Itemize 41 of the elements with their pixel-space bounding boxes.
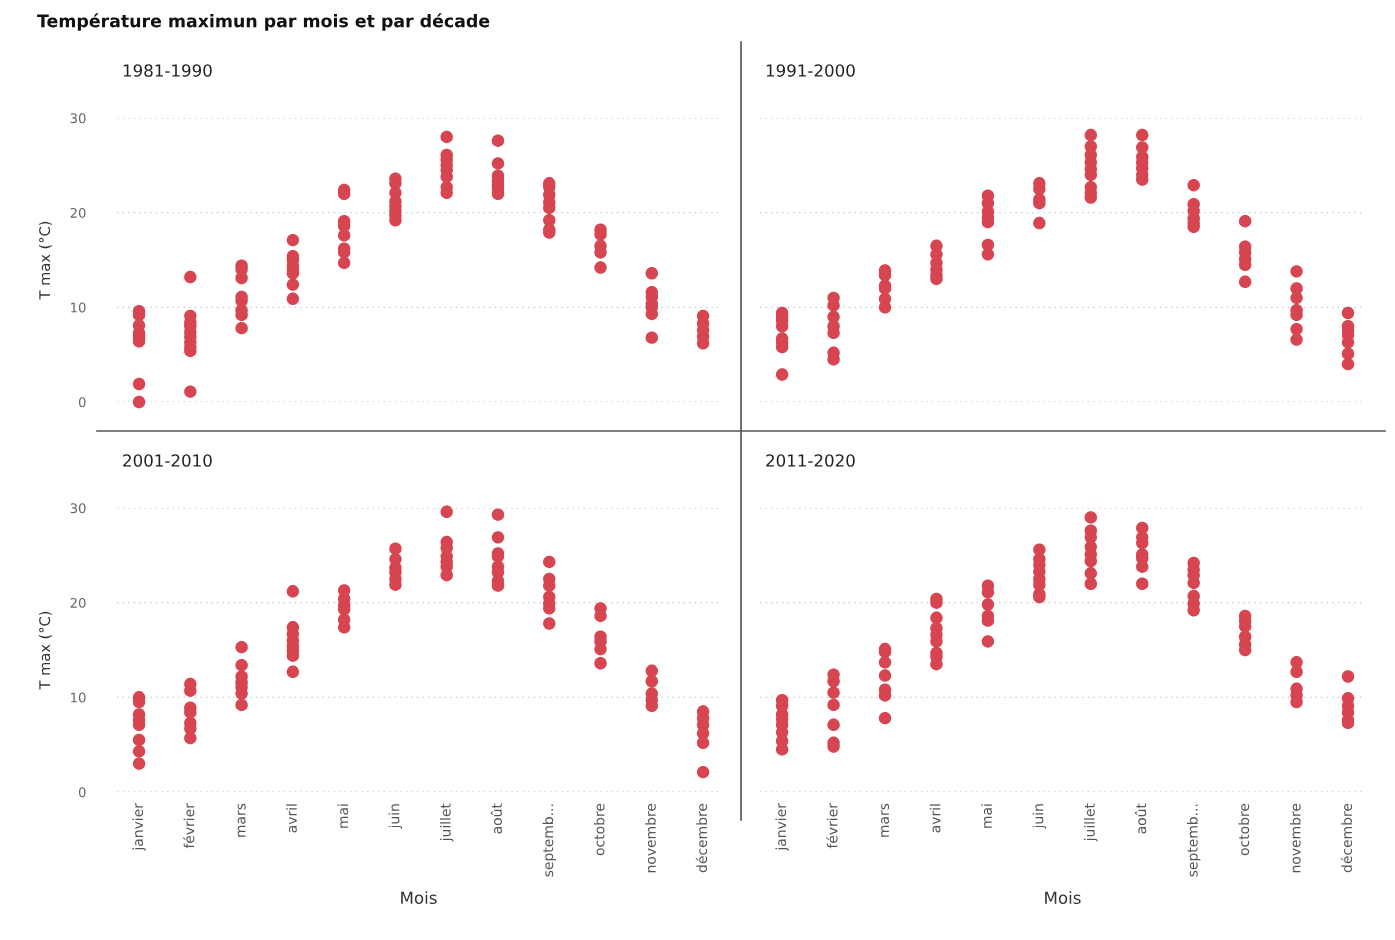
x-tick-label: juillet: [1084, 803, 1098, 842]
x-tick-label: janvier: [132, 803, 146, 851]
y-axis-title: T max (°C): [38, 611, 52, 690]
x-tick-label: août: [1134, 803, 1147, 834]
chart-subtitle: 2011-2020: [766, 454, 855, 467]
y-tick-label: 10: [71, 692, 86, 703]
x-tick-label: février: [826, 803, 838, 849]
chart-title: Température maximun par mois et par décade: [37, 13, 490, 31]
x-tick-label: mai: [981, 804, 992, 828]
x-tick-label: juillet: [439, 803, 454, 842]
x-tick-label: octobre: [1238, 803, 1250, 856]
x-tick-label: mai: [337, 804, 349, 828]
x-tick-label: février: [183, 803, 195, 849]
x-tick-label: novembre: [1289, 803, 1301, 873]
y-tick-label: 30: [70, 503, 86, 514]
x-axis-title: Mois: [1045, 891, 1081, 905]
x-tick-label: novembre: [645, 803, 656, 873]
chart-subtitle: 2001-2010: [123, 454, 212, 467]
y-tick-label: 20: [70, 207, 86, 218]
x-tick-label: avril: [286, 804, 297, 833]
x-tick-label: décembre: [1340, 803, 1353, 873]
y-tick-label: 0: [78, 787, 86, 798]
y-tick-label: 0: [78, 397, 86, 408]
chart-subtitle: 1981-1990: [123, 64, 212, 77]
x-tick-label: septemb...: [1186, 804, 1201, 877]
x-tick-label: juin: [1032, 804, 1047, 829]
x-tick-label: octobre: [593, 803, 605, 856]
x-tick-label: janvier: [775, 803, 789, 851]
y-tick-label: 10: [71, 302, 86, 313]
x-tick-label: avril: [929, 804, 941, 833]
y-tick-label: 30: [70, 113, 86, 124]
y-tick-label: 20: [70, 597, 86, 608]
chart-subtitle: 1991-2000: [766, 64, 855, 77]
x-tick-label: juin: [388, 804, 403, 829]
x-axis-title: Mois: [401, 891, 437, 905]
x-tick-label: mars: [237, 803, 246, 837]
x-tick-label: décembre: [695, 803, 708, 873]
x-tick-label: septemb...: [542, 804, 556, 877]
x-tick-label: mars: [881, 803, 890, 837]
x-tick-label: août: [490, 803, 503, 834]
y-axis-title: T max (°C): [38, 221, 52, 300]
